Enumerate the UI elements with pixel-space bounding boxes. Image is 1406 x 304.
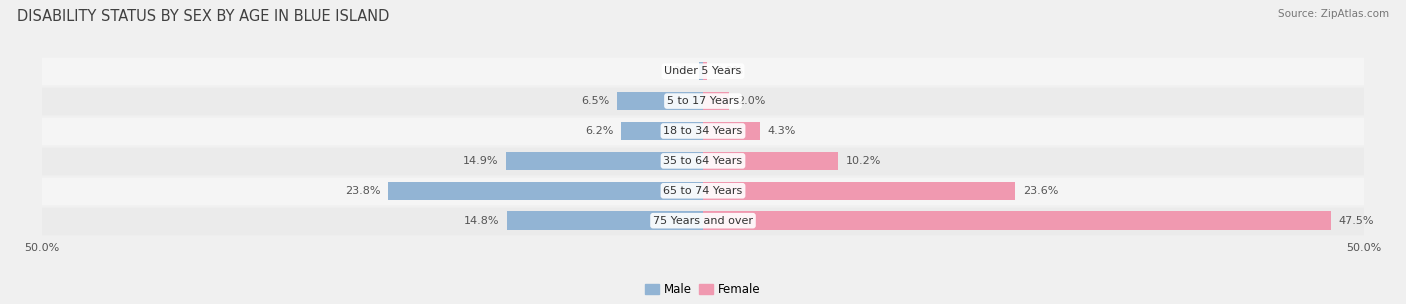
Text: Under 5 Years: Under 5 Years (665, 66, 741, 76)
Bar (621, 122, 703, 140)
Text: 2.0%: 2.0% (737, 96, 766, 106)
Text: DISABILITY STATUS BY SEX BY AGE IN BLUE ISLAND: DISABILITY STATUS BY SEX BY AGE IN BLUE … (17, 9, 389, 24)
Text: 6.5%: 6.5% (581, 96, 609, 106)
Bar (703, 122, 759, 140)
Bar (506, 152, 703, 170)
Text: 6.2%: 6.2% (585, 126, 613, 136)
Bar (42, 56, 1364, 86)
Bar (703, 92, 730, 110)
Text: 10.2%: 10.2% (846, 156, 882, 166)
Text: 0.0%: 0.0% (714, 66, 744, 76)
Bar (42, 206, 1364, 236)
Bar (703, 62, 707, 81)
Text: Source: ZipAtlas.com: Source: ZipAtlas.com (1278, 9, 1389, 19)
Bar (617, 92, 703, 110)
Text: 18 to 34 Years: 18 to 34 Years (664, 126, 742, 136)
Text: 35 to 64 Years: 35 to 64 Years (664, 156, 742, 166)
Text: 0.0%: 0.0% (662, 66, 692, 76)
Text: 75 Years and over: 75 Years and over (652, 216, 754, 226)
Bar (42, 146, 1364, 176)
Bar (388, 181, 703, 200)
Text: 23.8%: 23.8% (344, 186, 381, 196)
Bar (703, 152, 838, 170)
Text: 5 to 17 Years: 5 to 17 Years (666, 96, 740, 106)
Bar (42, 116, 1364, 146)
Bar (699, 62, 703, 81)
Text: 14.9%: 14.9% (463, 156, 498, 166)
Bar (42, 86, 1364, 116)
Bar (42, 176, 1364, 206)
Text: 14.8%: 14.8% (464, 216, 499, 226)
Text: 23.6%: 23.6% (1022, 186, 1059, 196)
Text: 65 to 74 Years: 65 to 74 Years (664, 186, 742, 196)
Legend: Male, Female: Male, Female (641, 278, 765, 301)
Text: 47.5%: 47.5% (1339, 216, 1374, 226)
Bar (508, 211, 703, 230)
Bar (703, 211, 1330, 230)
Text: 4.3%: 4.3% (768, 126, 796, 136)
Bar (703, 181, 1015, 200)
